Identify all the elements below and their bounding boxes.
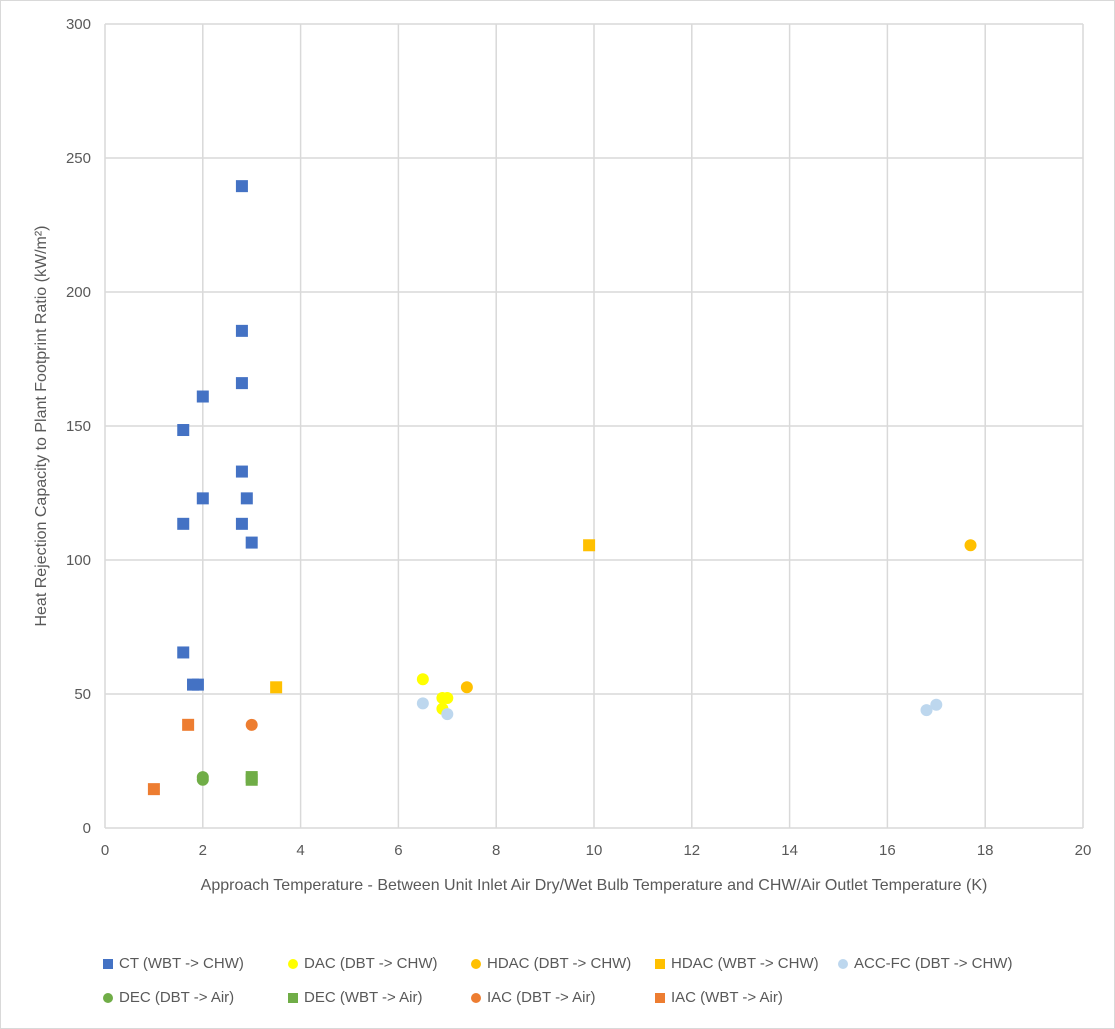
y-tick-label: 0	[83, 820, 91, 837]
data-point-circle	[441, 708, 454, 721]
data-point-circle	[460, 681, 473, 694]
data-point-square	[177, 517, 190, 530]
legend-item: IAC (WBT -> Air)	[655, 989, 783, 1006]
data-point-square	[235, 517, 248, 530]
legend-circle-marker	[103, 992, 113, 1003]
x-tick-label: 2	[199, 842, 207, 859]
legend-circle-marker	[471, 992, 481, 1003]
data-point-circle	[920, 704, 933, 717]
data-point-circle	[245, 718, 258, 731]
legend-label: CT (WBT -> CHW)	[119, 955, 244, 972]
legend-label: ACC-FC (DBT -> CHW)	[854, 955, 1013, 972]
data-point-circle	[196, 773, 209, 786]
x-tick-label: 10	[586, 842, 603, 859]
x-tick-label: 14	[781, 842, 798, 859]
data-point-square	[235, 465, 248, 478]
data-point-circle	[441, 692, 454, 705]
data-point-square	[147, 783, 160, 796]
legend-circle-marker	[288, 958, 298, 969]
legend-item: DEC (DBT -> Air)	[103, 989, 234, 1006]
x-tick-label: 8	[492, 842, 500, 859]
y-axis-label: Heat Rejection Capacity to Plant Footpri…	[33, 225, 50, 626]
data-point-square	[235, 180, 248, 193]
legend-label: DEC (WBT -> Air)	[304, 989, 423, 1006]
x-tick-label: 20	[1075, 842, 1092, 859]
legend-item: ACC-FC (DBT -> CHW)	[838, 955, 1012, 972]
legend-label: IAC (WBT -> Air)	[671, 989, 783, 1006]
x-tick-label: 16	[879, 842, 896, 859]
y-tick-label: 200	[66, 284, 91, 301]
legend-item: CT (WBT -> CHW)	[103, 955, 244, 972]
legend-circle-marker	[471, 958, 481, 969]
data-point-square	[235, 324, 248, 337]
legend-square-marker	[655, 958, 665, 969]
y-tick-label: 300	[66, 16, 91, 33]
data-point-square	[583, 539, 596, 552]
legend-label: DAC (DBT -> CHW)	[304, 955, 438, 972]
data-point-circle	[416, 697, 429, 710]
legend-circle-marker	[838, 958, 848, 969]
data-point-square	[245, 773, 258, 786]
legend-square-marker	[655, 992, 665, 1003]
legend-square-marker	[103, 958, 113, 969]
data-point-square	[270, 681, 283, 694]
data-point-circle	[416, 673, 429, 686]
data-point-square	[177, 646, 190, 659]
x-tick-label: 12	[683, 842, 700, 859]
x-tick-label: 4	[296, 842, 304, 859]
y-tick-label: 250	[66, 150, 91, 167]
data-point-circle	[964, 539, 977, 552]
legend-item: IAC (DBT -> Air)	[471, 989, 596, 1006]
data-point-square	[245, 536, 258, 549]
y-tick-label: 150	[66, 418, 91, 435]
data-point-circle	[930, 698, 943, 711]
legend-item: HDAC (DBT -> CHW)	[471, 955, 631, 972]
data-point-square	[191, 678, 204, 691]
legend-label: HDAC (DBT -> CHW)	[487, 955, 632, 972]
x-tick-label: 6	[394, 842, 402, 859]
data-point-square	[240, 492, 253, 505]
x-axis-label: Approach Temperature - Between Unit Inle…	[200, 877, 988, 894]
data-point-square	[235, 377, 248, 390]
legend-label: HDAC (WBT -> CHW)	[671, 955, 819, 972]
legend-label: DEC (DBT -> Air)	[119, 989, 235, 1006]
legend-label: IAC (DBT -> Air)	[487, 989, 596, 1006]
y-tick-label: 50	[74, 686, 91, 703]
y-tick-label: 100	[66, 552, 91, 569]
legend-item: DAC (DBT -> CHW)	[288, 955, 437, 972]
data-point-square	[177, 424, 190, 437]
legend-item: HDAC (WBT -> CHW)	[655, 955, 819, 972]
x-tick-label: 0	[101, 842, 109, 859]
legend-item: DEC (WBT -> Air)	[288, 989, 422, 1006]
data-point-square	[196, 390, 209, 403]
x-tick-label: 18	[977, 842, 994, 859]
data-point-square	[196, 492, 209, 505]
data-point-square	[182, 718, 195, 731]
legend-square-marker	[288, 992, 298, 1003]
